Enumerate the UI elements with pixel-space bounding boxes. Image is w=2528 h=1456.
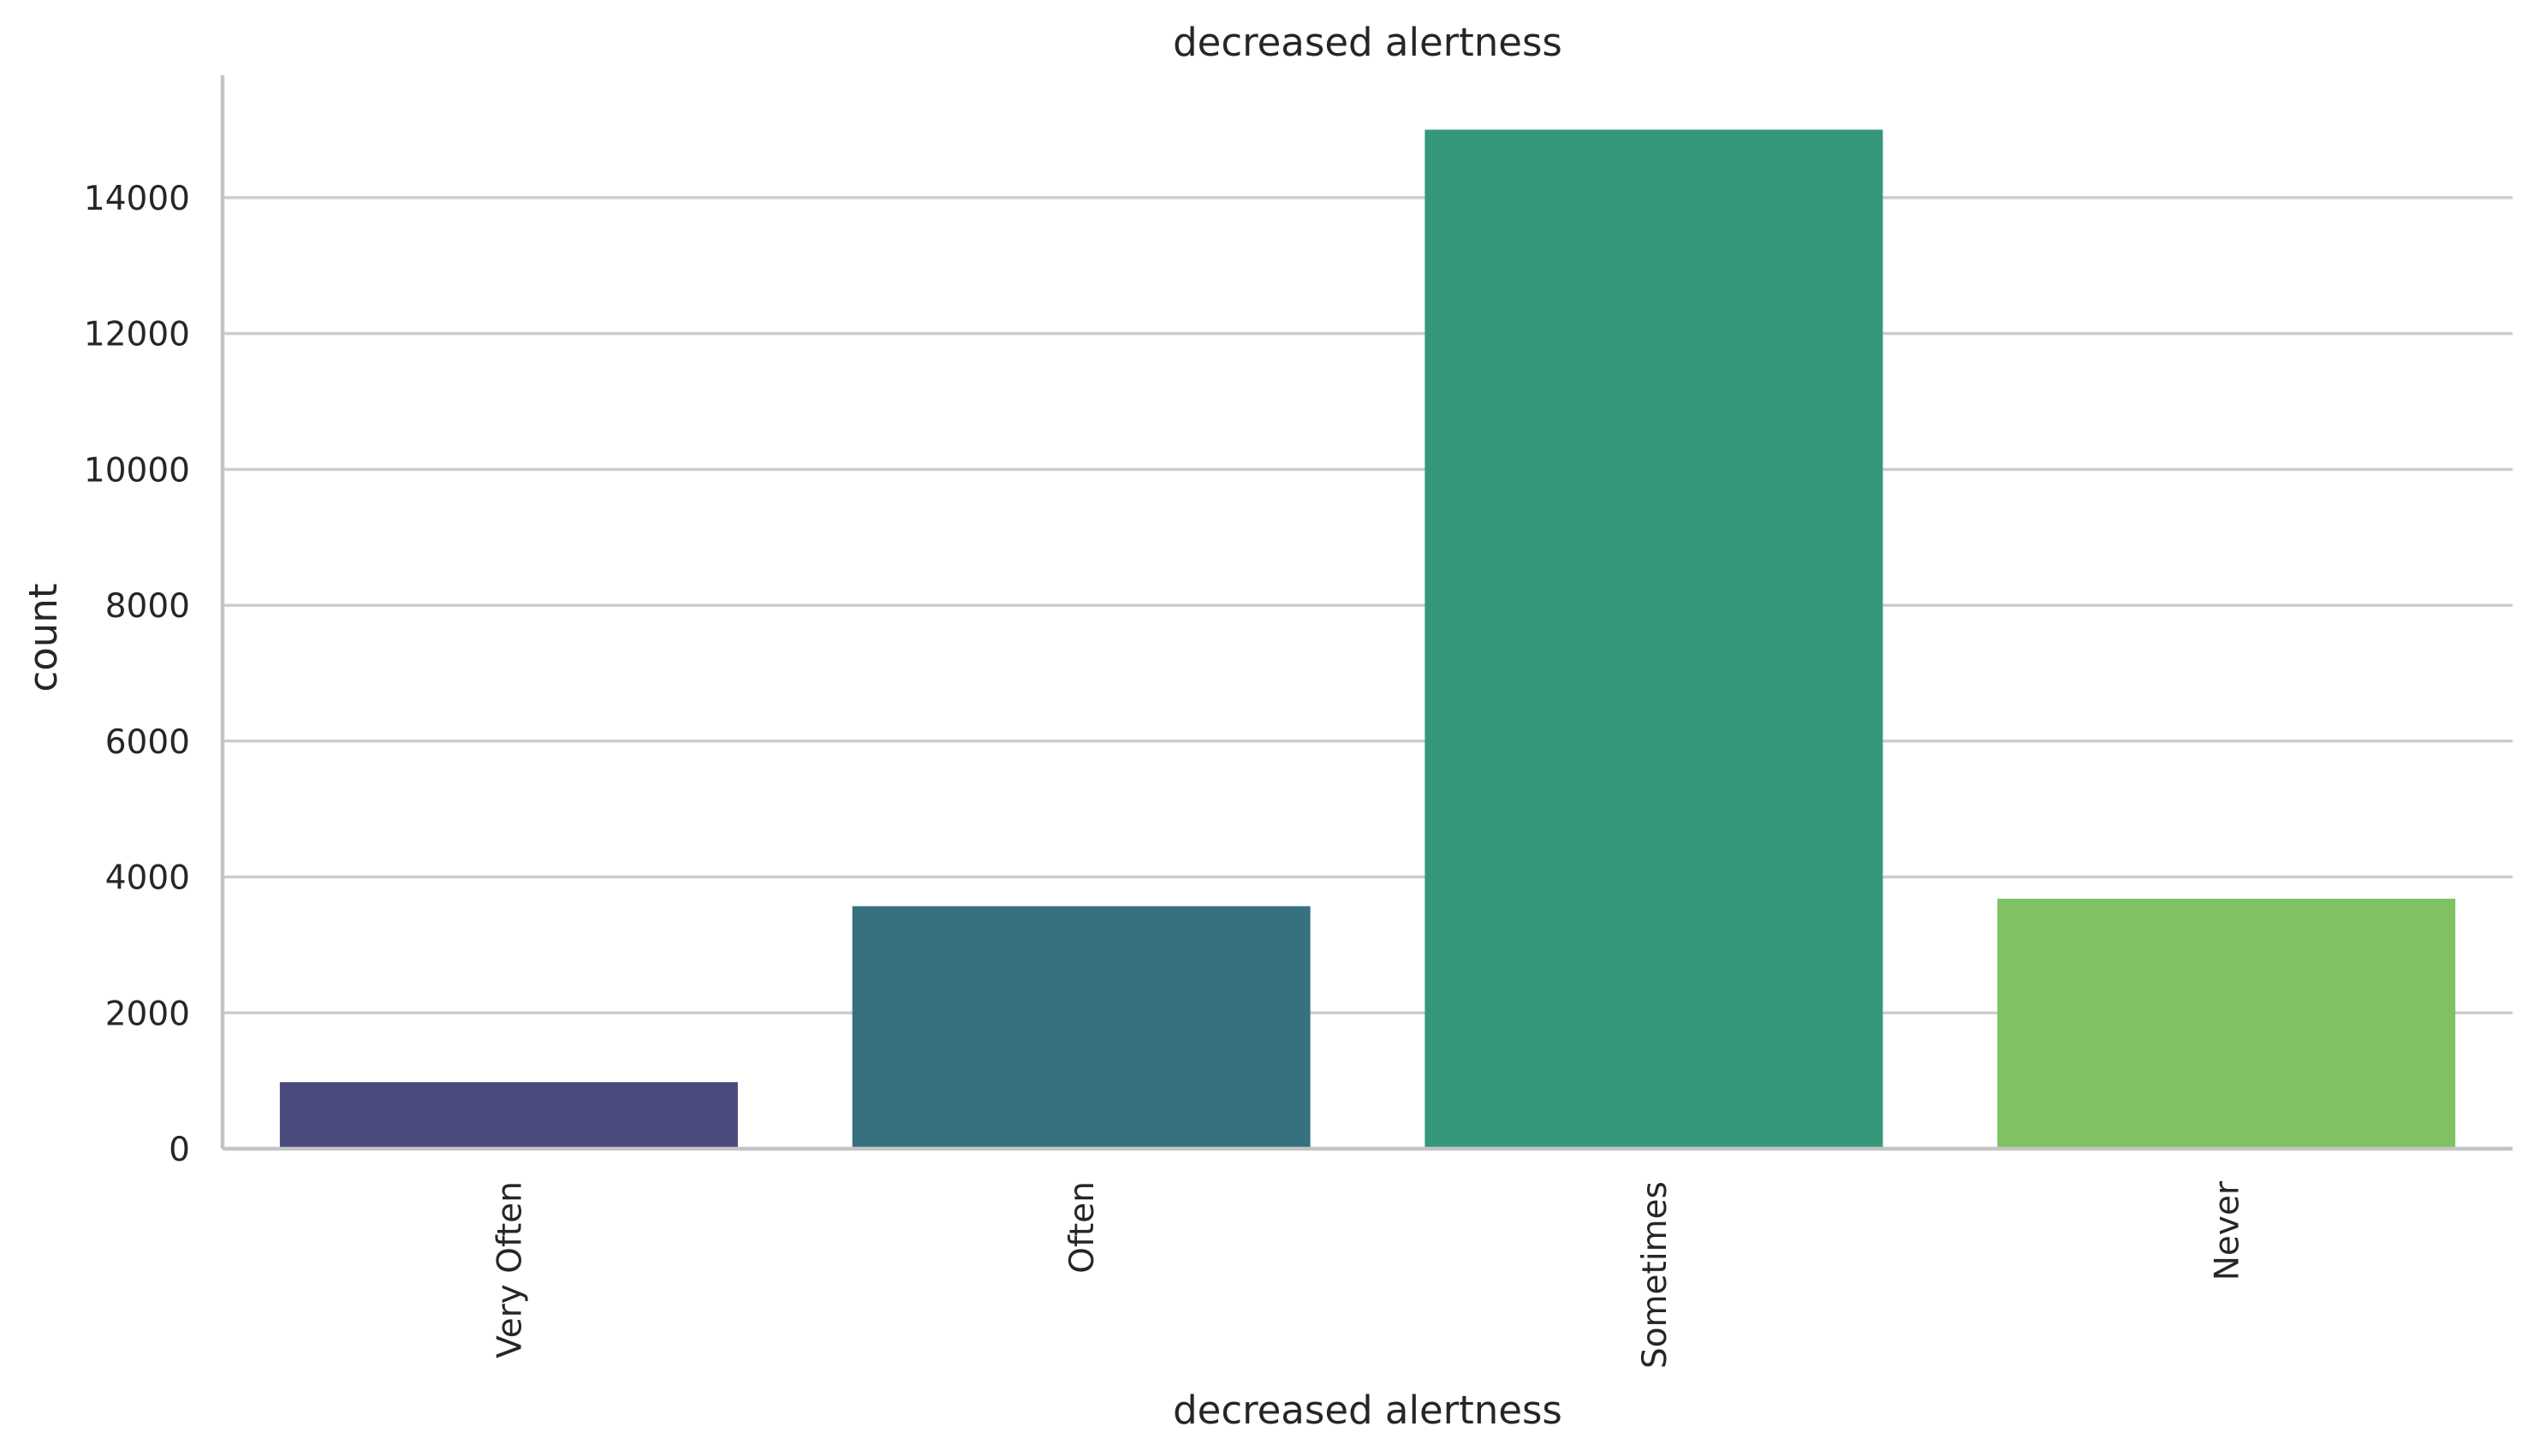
y-gridlines <box>223 196 2513 1015</box>
y-tick-label: 8000 <box>105 587 190 626</box>
y-tick-label: 14000 <box>84 180 190 218</box>
bar-very-often <box>279 1082 738 1149</box>
y-axis-label: count <box>21 584 66 692</box>
bar-never <box>1997 898 2456 1149</box>
y-tick-label: 12000 <box>84 316 190 354</box>
x-tick-label: Never <box>2209 1180 2247 1281</box>
x-tick-labels: Very Often Often Sometimes Never <box>491 1180 2246 1369</box>
x-tick-label: Sometimes <box>1636 1181 1674 1369</box>
bar-sometimes <box>1425 129 1883 1150</box>
chart-title: decreased alertness <box>1173 20 1562 65</box>
y-tick-label: 10000 <box>84 451 190 490</box>
y-tick-label: 6000 <box>105 723 190 762</box>
y-tick-label: 0 <box>169 1131 190 1169</box>
x-tick-label: Often <box>1063 1181 1102 1274</box>
y-tick-label: 4000 <box>105 859 190 898</box>
x-tick-label: Very Often <box>491 1181 529 1358</box>
x-axis-label: decreased alertness <box>1173 1388 1562 1433</box>
bar-often <box>852 906 1311 1149</box>
bars <box>279 129 2456 1150</box>
y-tick-labels: 0 2000 4000 6000 8000 10000 12000 14000 <box>84 180 190 1169</box>
y-tick-label: 2000 <box>105 995 190 1033</box>
